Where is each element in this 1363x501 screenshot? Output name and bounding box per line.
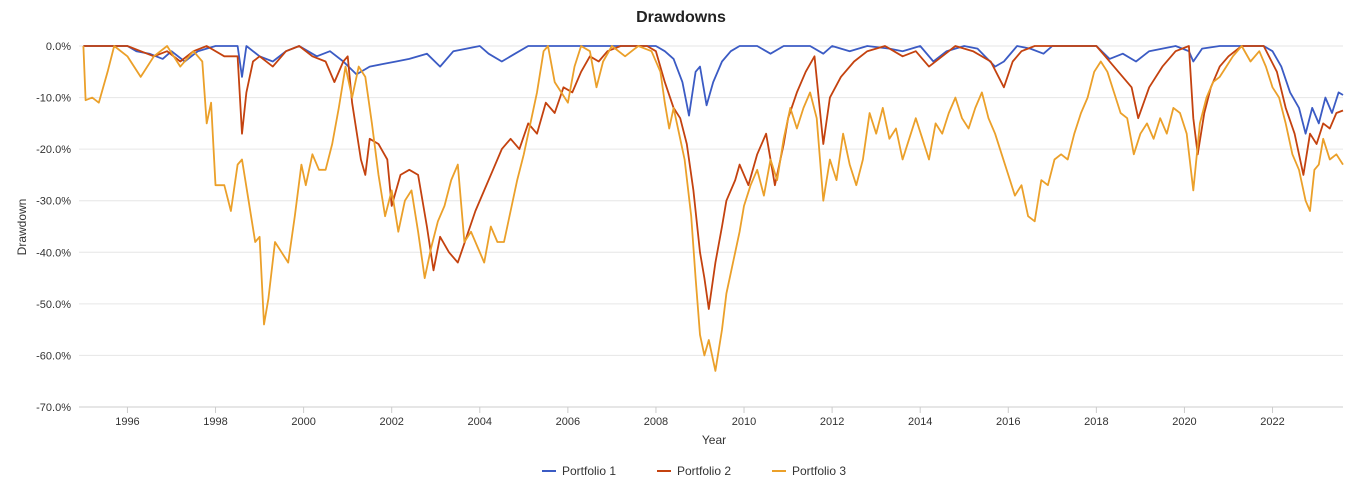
series-line-portfolio-1 (83, 45, 1344, 135)
y-axis: 0.0% -10.0% -20.0% -30.0% -40.0% -50.0% -60.0%… (36, 41, 71, 414)
legend-item-portfolio-3[interactable]: Portfolio 3 (772, 464, 846, 478)
x-tick-label: 2006 (556, 416, 580, 428)
x-axis-label: Year (702, 433, 726, 447)
x-tick-label: 2016 (996, 416, 1020, 428)
y-tick-label: -50.0% (36, 299, 71, 311)
y-tick-label: -40.0% (36, 247, 71, 259)
x-tick-label: 2010 (732, 416, 756, 428)
series-line-portfolio-2 (83, 45, 1344, 310)
x-tick-label: 2018 (1084, 416, 1108, 428)
x-tick-label: 2000 (291, 416, 315, 428)
x-tick-label: 2008 (644, 416, 668, 428)
legend-item-portfolio-2[interactable]: Portfolio 2 (657, 464, 731, 478)
x-tick-label: 2020 (1172, 416, 1196, 428)
x-tick-label: 1996 (115, 416, 139, 428)
chart-title: Drawdowns (636, 9, 726, 26)
x-tick-label: 1998 (203, 416, 227, 428)
x-tick-label: 2022 (1260, 416, 1284, 428)
x-axis: 1996 1998 2000 2002 2004 2006 2008 2010 2012 2014… (115, 407, 1285, 428)
series-line-portfolio-3 (82, 45, 1344, 372)
y-tick-label: -20.0% (36, 144, 71, 156)
legend: Portfolio 1 Portfolio 2 Portfolio 3 (542, 464, 846, 478)
y-axis-label: Drawdown (15, 199, 29, 256)
series-lines (82, 45, 1344, 372)
x-tick-label: 2002 (379, 416, 403, 428)
y-tick-label: -60.0% (36, 350, 71, 362)
legend-label: Portfolio 3 (792, 464, 846, 478)
x-tick-label: 2004 (468, 416, 492, 428)
legend-label: Portfolio 1 (562, 464, 616, 478)
legend-item-portfolio-1[interactable]: Portfolio 1 (542, 464, 616, 478)
y-tick-label: -70.0% (36, 402, 71, 414)
legend-label: Portfolio 2 (677, 464, 731, 478)
y-tick-label: -10.0% (36, 93, 71, 105)
x-tick-label: 2014 (908, 416, 932, 428)
y-tick-label: 0.0% (46, 41, 71, 53)
y-tick-label: -30.0% (36, 196, 71, 208)
x-tick-label: 2012 (820, 416, 844, 428)
